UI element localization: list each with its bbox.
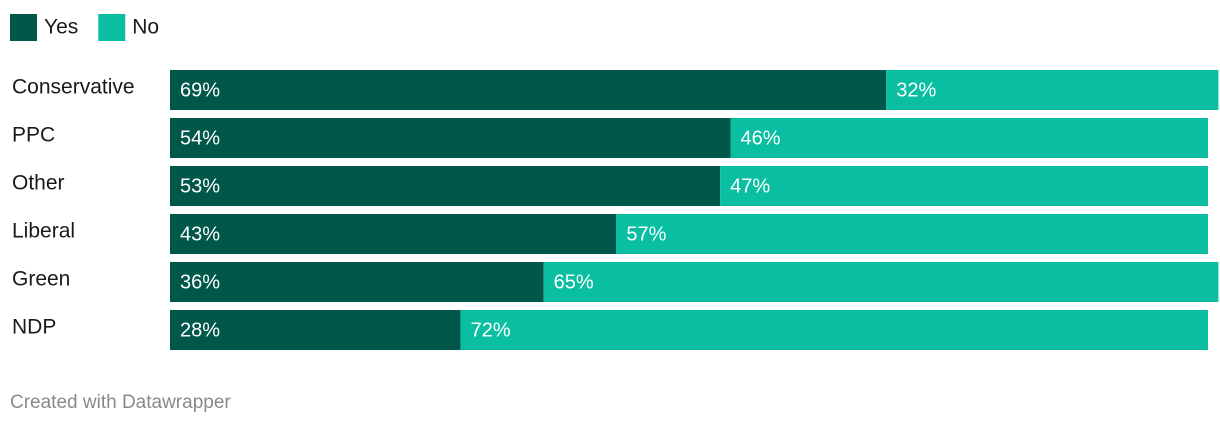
bar-segment [170,214,617,254]
value-label: 28% [180,319,220,341]
bar-segment [170,70,887,110]
category-label: NDP [12,316,56,339]
value-label: 65% [554,271,594,293]
value-label: 46% [741,127,781,149]
category-label: Conservative [12,76,135,99]
bar-segment [543,262,1219,302]
value-label: 53% [180,175,220,197]
legend-label: Yes [44,16,78,39]
value-label: 32% [896,79,936,101]
value-label: 36% [180,271,220,293]
value-label: 43% [180,223,220,245]
category-label: Other [12,172,65,195]
category-label: Liberal [12,220,75,243]
bar-segment [730,118,1208,158]
value-label: 69% [180,79,220,101]
legend-swatch [10,14,37,41]
value-label: 72% [471,319,511,341]
footer: Created with Datawrapper [10,392,231,413]
category-label: PPC [12,124,55,147]
legend-label: No [132,16,159,39]
bar-segment [170,166,721,206]
value-label: 57% [626,223,666,245]
value-label: 47% [730,175,770,197]
legend-swatch [98,14,126,41]
category-label: Green [12,268,70,291]
bar-segment [170,262,544,302]
bar-segment [720,166,1208,206]
bar-segment [886,70,1219,110]
bar-segment [170,118,731,158]
value-label: 54% [180,127,220,149]
bar-segment [460,310,1208,350]
bar-segment [170,310,461,350]
bar-segment [616,214,1208,254]
